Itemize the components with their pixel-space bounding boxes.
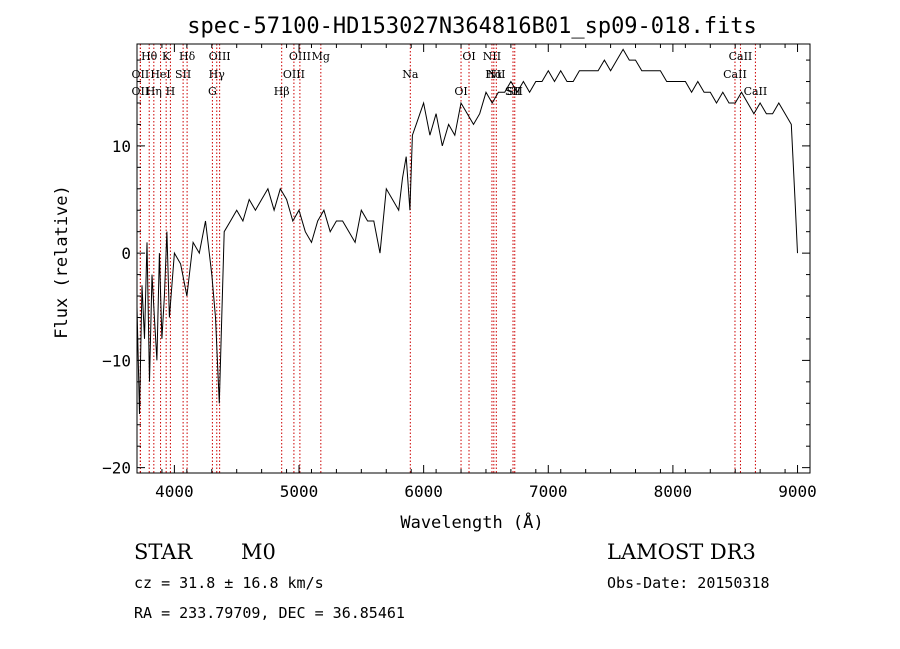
survey-name: LAMOST DR3 [607,540,756,564]
line-marker-label: OIII [283,68,305,81]
y-tick-label: 0 [121,244,131,263]
line-marker-label: HeI [150,68,170,81]
spectral-class: STAR [134,540,193,564]
flux-series-line [136,48,798,415]
line-marker-label: Mg [312,50,330,63]
x-axis: 4000 5000 6000 7000 8000 9000 [136,44,817,501]
line-marker-label: SII [175,68,191,81]
line-marker-label: K [162,50,171,63]
spectral-subclass: M0 [241,540,276,564]
line-marker-label: OI [462,50,475,63]
line-marker-label: SII [505,85,521,98]
line-marker-label: NII [487,68,505,81]
line-marker-label: OIII [289,50,311,63]
line-marker-label: Hγ [209,68,226,81]
x-tick-label: 9000 [778,482,817,501]
line-marker-label: CaII [744,85,768,98]
observation-date: Obs-Date: 20150318 [607,574,770,592]
chart-title: spec-57100-HD153027N364816B01_sp09-018.f… [187,14,757,39]
line-marker-label: SII [507,85,523,98]
x-tick-label: 4000 [155,482,194,501]
line-marker-label: Hδ [179,50,196,63]
line-marker-label: Na [402,68,419,81]
line-marker-label: OII [132,85,150,98]
y-axis-label: Flux (relative) [52,185,72,339]
line-marker-group [139,44,756,473]
y-tick-label: −20 [102,459,131,478]
line-marker-label: Hη [146,85,162,98]
plot-frame [136,43,811,474]
line-marker-label: H [166,85,176,98]
x-tick-label: 6000 [404,482,443,501]
x-tick-label: 5000 [280,482,319,501]
line-marker-label: Hθ [141,50,158,63]
line-marker-label: NII [483,50,501,63]
coordinates: RA = 233.79709, DEC = 36.85461 [134,604,405,622]
line-marker-label: CaII [729,50,753,63]
y-tick-label: 10 [112,137,131,156]
line-marker-label: Hβ [274,85,290,98]
line-marker-label: OIII [209,50,231,63]
line-marker-label: Hα [485,68,503,81]
x-axis-label: Wavelength (Å) [400,511,543,533]
line-marker-label: OI [454,85,467,98]
redshift-velocity: cz = 31.8 ± 16.8 km/s [134,574,324,592]
x-tick-label: 7000 [529,482,568,501]
y-tick-label: −10 [102,351,131,370]
y-axis: −20 −10 0 10 [102,59,810,478]
line-marker-label: OII [132,68,150,81]
line-marker-label-group: Hθ OII OII K HeI Hη Hδ SII H OIII Hγ G OIII OIII Hβ Mg N… [132,50,768,98]
spectrum-chart: spec-57100-HD153027N364816B01_sp09-018.f… [52,14,817,533]
line-marker-label: G [208,85,217,98]
x-tick-label: 8000 [654,482,693,501]
line-marker-label: CaII [723,68,747,81]
